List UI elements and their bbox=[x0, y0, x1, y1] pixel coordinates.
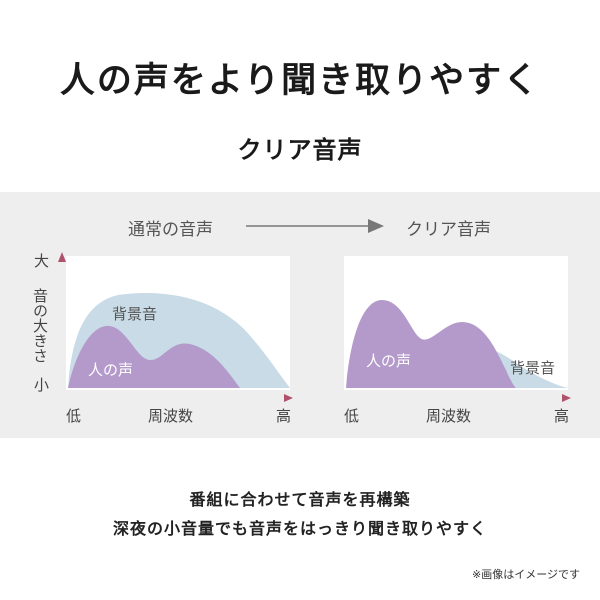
before-x-title: 周波数 bbox=[148, 407, 194, 425]
before-voice-label: 人の声 bbox=[88, 361, 134, 379]
after-x-high-label: 高 bbox=[554, 407, 570, 425]
before-voice-area bbox=[68, 325, 240, 388]
caption-line-1: 番組に合わせて音声を再構築 bbox=[189, 490, 411, 509]
after-x-low-label: 低 bbox=[344, 407, 360, 425]
arrow-right-icon bbox=[246, 219, 384, 233]
after-voice-label: 人の声 bbox=[366, 352, 412, 370]
charts bbox=[58, 252, 571, 402]
y-axis-title: 音の大きさ bbox=[31, 287, 49, 363]
before-y-arrow-icon bbox=[58, 252, 66, 262]
headline: 人の声をより聞き取りやすく bbox=[59, 61, 541, 101]
before-label: 通常の音声 bbox=[128, 220, 213, 240]
before-x-low-label: 低 bbox=[66, 407, 82, 425]
after-label: クリア音声 bbox=[406, 220, 491, 240]
after-background-label: 背景音 bbox=[510, 359, 556, 377]
y-axis-bottom-label: 小 bbox=[34, 376, 50, 394]
y-axis-top-label: 大 bbox=[34, 252, 50, 270]
after-x-arrow-icon bbox=[562, 394, 571, 402]
after-x-title: 周波数 bbox=[426, 407, 472, 425]
caption-line-2: 深夜の小音量でも音声をはっきり聞き取りやすく bbox=[112, 519, 487, 538]
footnote: ※画像はイメージです bbox=[472, 568, 580, 581]
before-x-high-label: 高 bbox=[276, 407, 292, 425]
subheadline: クリア音声 bbox=[237, 136, 363, 164]
before-x-arrow-icon bbox=[284, 394, 293, 402]
after-voice-area bbox=[346, 300, 516, 388]
before-background-label: 背景音 bbox=[112, 305, 158, 323]
